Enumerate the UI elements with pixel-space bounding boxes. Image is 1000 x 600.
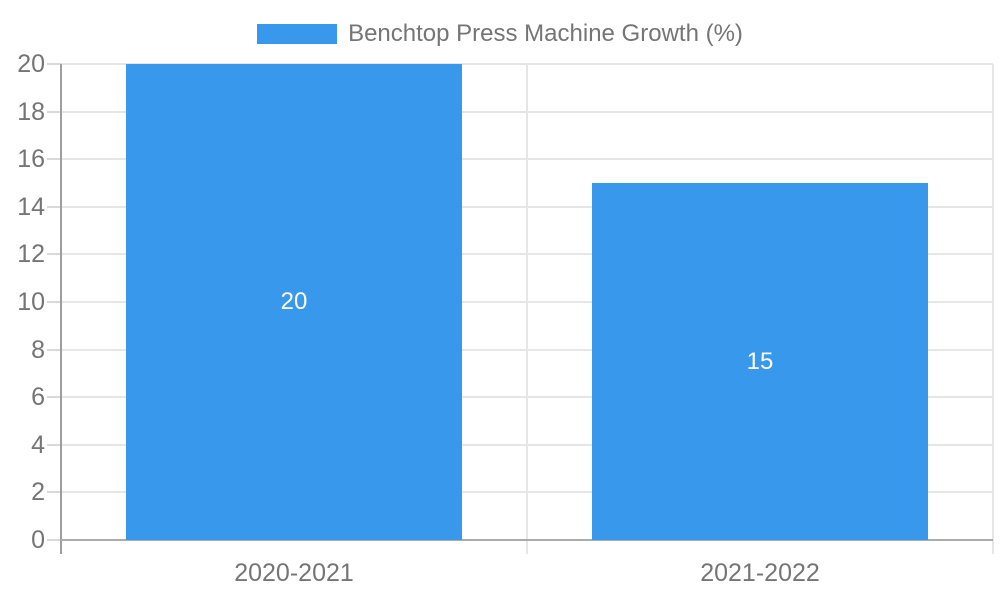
legend-label: Benchtop Press Machine Growth (%): [348, 20, 743, 47]
y-axis-tick: [47, 301, 61, 303]
y-axis-tick: [47, 491, 61, 493]
bar[interactable]: [126, 64, 462, 540]
y-axis-tick: [47, 253, 61, 255]
y-axis-label: 14: [17, 193, 45, 221]
y-axis-label: 10: [17, 288, 45, 316]
y-axis-tick: [47, 396, 61, 398]
y-axis-tick: [47, 206, 61, 208]
y-axis-line: [60, 64, 62, 554]
x-axis-label: 2020-2021: [234, 559, 354, 587]
y-axis-label: 16: [17, 145, 45, 173]
x-axis-label: 2021-2022: [700, 559, 820, 587]
y-axis-label: 18: [17, 98, 45, 126]
y-axis-tick: [47, 539, 61, 541]
y-axis-label: 2: [31, 478, 45, 506]
y-axis-label: 20: [17, 50, 45, 78]
bar-value-label: 15: [746, 348, 774, 375]
y-axis-label: 6: [31, 383, 45, 411]
y-axis-tick: [47, 349, 61, 351]
x-gridline: [992, 64, 994, 554]
y-axis-label: 4: [31, 431, 45, 459]
y-axis-label: 8: [31, 336, 45, 364]
y-axis-tick: [47, 444, 61, 446]
y-axis-label: 0: [31, 526, 45, 554]
x-axis-line: [61, 539, 993, 541]
y-axis-tick: [47, 111, 61, 113]
x-gridline: [526, 64, 528, 554]
y-axis-tick: [47, 158, 61, 160]
chart-legend[interactable]: Benchtop Press Machine Growth (%): [0, 20, 1000, 48]
bar[interactable]: [592, 183, 928, 540]
bar-value-label: 20: [280, 288, 308, 315]
legend-swatch-icon: [257, 24, 338, 44]
y-axis-tick: [47, 63, 61, 65]
y-axis-label: 12: [17, 240, 45, 268]
